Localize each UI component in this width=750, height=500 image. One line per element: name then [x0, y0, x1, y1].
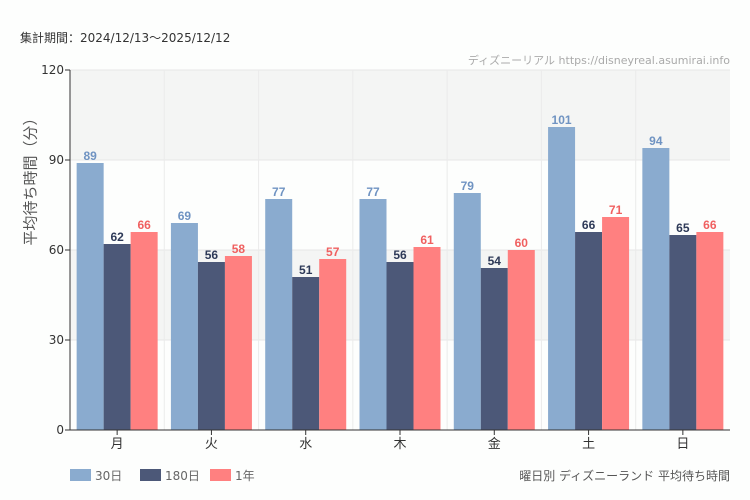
- bar: [642, 148, 670, 430]
- legend-label: 30日: [95, 469, 122, 483]
- bar: [103, 244, 131, 430]
- x-tick-label: 水: [299, 437, 312, 452]
- bar: [292, 277, 320, 430]
- legend-label: 1年: [235, 469, 255, 483]
- bar: [224, 256, 252, 430]
- bar: [669, 235, 697, 430]
- data-label: 60: [515, 236, 529, 250]
- x-tick-label: 月: [111, 437, 124, 452]
- legend-swatch: [140, 469, 161, 481]
- data-label: 61: [420, 233, 434, 247]
- bar: [480, 268, 508, 430]
- caption-label: 曜日別 ディズニーランド 平均待ち時間: [519, 469, 730, 483]
- bar: [696, 232, 724, 430]
- bar: [548, 127, 576, 430]
- credit-label: ディズニーリアル https://disneyreal.asumirai.inf…: [467, 54, 730, 67]
- legend-swatch: [210, 469, 231, 481]
- bar: [602, 217, 630, 430]
- data-label: 94: [649, 134, 663, 148]
- x-tick-label: 土: [582, 437, 595, 452]
- data-label: 77: [366, 185, 380, 199]
- data-label: 56: [393, 248, 407, 262]
- data-label: 89: [83, 149, 97, 163]
- data-label: 71: [609, 203, 623, 217]
- data-label: 66: [137, 218, 151, 232]
- bar: [413, 247, 441, 430]
- x-tick-label: 日: [676, 437, 689, 452]
- y-tick-label: 30: [49, 333, 64, 347]
- data-label: 57: [326, 245, 340, 259]
- legend-label: 180日: [165, 469, 200, 483]
- bar: [76, 163, 104, 430]
- data-label: 54: [488, 254, 502, 268]
- x-tick-label: 木: [393, 437, 406, 452]
- x-tick-label: 金: [488, 436, 501, 452]
- bar: [130, 232, 158, 430]
- bar: [575, 232, 603, 430]
- bar: [319, 259, 347, 430]
- y-tick-label: 60: [49, 243, 64, 257]
- grid-band: [70, 160, 730, 250]
- data-label: 79: [461, 179, 475, 193]
- data-label: 77: [272, 185, 286, 199]
- y-tick-label: 0: [56, 423, 64, 437]
- y-tick-label: 90: [49, 153, 64, 167]
- legend-swatch: [70, 469, 91, 481]
- period-label: 集計期間：2024/12/13〜2025/12/12: [20, 31, 231, 45]
- x-tick-label: 火: [205, 437, 218, 452]
- data-label: 101: [552, 113, 572, 127]
- bar: [507, 250, 535, 430]
- bar: [453, 193, 481, 430]
- bar: [265, 199, 293, 430]
- bar: [197, 262, 225, 430]
- bar: [170, 223, 198, 430]
- bar: [386, 262, 414, 430]
- data-label: 65: [676, 221, 690, 235]
- data-label: 58: [232, 242, 246, 256]
- data-label: 56: [205, 248, 219, 262]
- bar: [359, 199, 387, 430]
- data-label: 51: [299, 263, 313, 277]
- data-label: 69: [178, 209, 192, 223]
- data-label: 66: [703, 218, 717, 232]
- data-label: 62: [110, 230, 124, 244]
- y-tick-label: 120: [41, 63, 64, 77]
- data-label: 66: [582, 218, 596, 232]
- grid-band: [70, 70, 730, 160]
